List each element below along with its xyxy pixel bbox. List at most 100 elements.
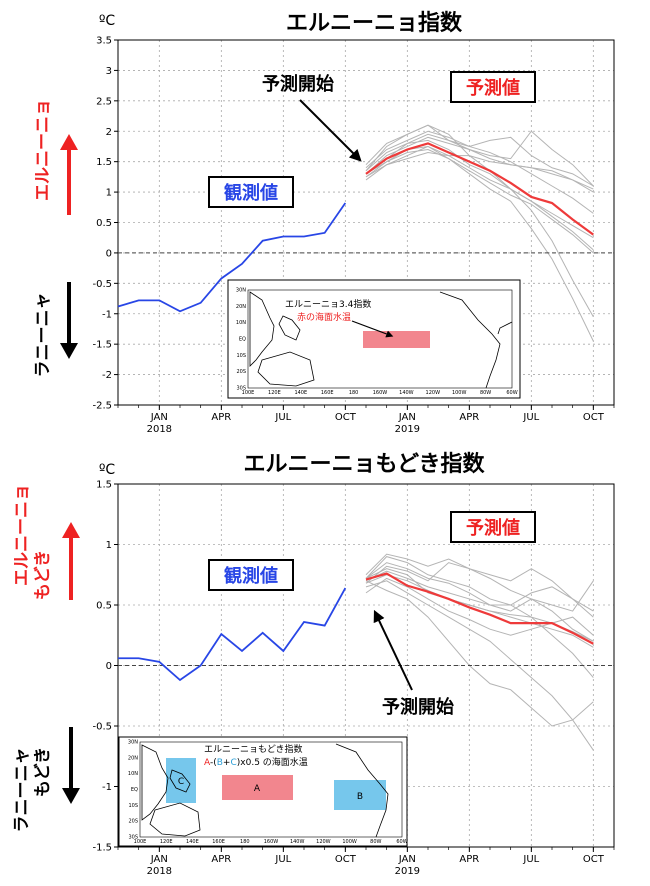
inset-lon-label: 100E — [242, 390, 255, 396]
inset-lon-label: 140E — [294, 390, 307, 396]
inset-lat-label: 30S — [128, 835, 138, 841]
forecast-member-line — [365, 580, 594, 751]
x-tick-label: OCT — [335, 412, 357, 423]
x-tick-label: OCT — [583, 854, 605, 865]
forecast-member-line — [365, 562, 594, 618]
inset-lon-label: 180 — [349, 390, 359, 396]
panel1-inset-line1: エルニーニョ3.4指数 — [285, 298, 371, 310]
inset-lat-label: 20S — [236, 369, 246, 375]
panel2-inset-box-c-label: C — [178, 777, 184, 787]
panel2-inset-formula-c: C — [230, 758, 236, 768]
panel2-inset-box-b — [334, 780, 386, 810]
inset-lat-label: 20S — [128, 819, 138, 825]
up-arrow-head-icon — [62, 522, 80, 538]
panel2-inset-map-frame — [139, 741, 403, 838]
inset-lat-label: EQ — [131, 787, 138, 793]
forecast-mean-line — [365, 142, 594, 236]
panel1-inset-nino34-box — [363, 331, 430, 348]
panel2-side-down-label-1: ラニーニャ — [12, 748, 32, 833]
inset-lon-label: 140W — [399, 390, 414, 396]
forecast-member-line — [365, 556, 594, 678]
panel1-inset-asia-coast — [249, 291, 275, 367]
inset-lon-label: 160W — [264, 839, 279, 845]
panel2-inset-formula-paren: -( — [210, 758, 217, 768]
x-tick-label: JAN — [150, 412, 168, 423]
panel2-inset-formula: A-(B+C)x0.5 の海面水温 — [204, 756, 308, 768]
panel2-forecast-label: 予測値 — [466, 517, 520, 539]
y-tick-label: 0.5 — [96, 601, 112, 612]
y-tick-label: -2.5 — [92, 401, 112, 412]
y-tick-label: -0.5 — [92, 722, 112, 733]
x-tick-label: APR — [211, 412, 231, 423]
inset-lon-label: 120W — [426, 390, 441, 396]
forecast-member-line — [365, 553, 594, 642]
x-tick-label: APR — [459, 854, 479, 865]
y-tick-label: 1.5 — [96, 480, 112, 491]
arrow-icon — [351, 320, 394, 338]
inset-lon-label: 100E — [134, 839, 147, 845]
forecast-member-line — [365, 133, 594, 193]
forecast-member-line — [365, 145, 594, 342]
y-tick-label: 1 — [106, 540, 112, 551]
panel2-inset-box-a-label: A — [254, 784, 261, 794]
panel2-inset-formula-tail: )x0.5 の海面水温 — [237, 756, 308, 768]
x-tick-label: JAN — [398, 854, 416, 865]
inset-lat-label: 30S — [236, 386, 246, 392]
panel2-inset-formula-b: B — [217, 758, 223, 768]
panel1-inset-map-frame — [247, 289, 513, 389]
inset-lon-label: 120W — [316, 839, 331, 845]
y-tick-label: -2 — [102, 370, 112, 381]
panel1-inset-americas-coast — [439, 291, 501, 389]
panel2-y-axis: 1.5 1 0.5 0 -0.5 -1 -1.5 — [92, 480, 118, 854]
inset-lon-label: 140W — [290, 839, 305, 845]
inset-lon-label: 120E — [268, 390, 281, 396]
panel1-side-up-label: エルニーニョ — [33, 99, 53, 201]
inset-lon-label: 100W — [452, 390, 467, 396]
forecast-member-line — [365, 130, 594, 187]
panel2-inset-formula-plus: + — [223, 758, 231, 768]
forecast-member-line — [365, 124, 594, 187]
panel1-series — [117, 142, 594, 313]
inset-lat-label: 20N — [236, 304, 246, 310]
y-tick-label: 1 — [106, 188, 112, 199]
inset-lon-label: 160W — [373, 390, 388, 396]
x-tick-label: JUL — [522, 854, 539, 865]
inset-lon-label: 100W — [342, 839, 357, 845]
forecast-member-line — [365, 580, 594, 727]
panel2-side-up-label-1: エルニーニョ — [12, 484, 32, 586]
inset-lat-label: 10S — [128, 803, 138, 809]
y-tick-label: 3 — [106, 66, 112, 77]
forecast-mean-line — [365, 572, 594, 645]
forecast-member-line — [365, 139, 594, 251]
panel2-observed-label-box — [208, 559, 294, 591]
x-tick-label: APR — [459, 412, 479, 423]
x-tick-label: APR — [211, 854, 231, 865]
y-tick-label: 2.5 — [96, 96, 112, 107]
forecast-member-line — [365, 562, 594, 612]
panel2-inset-box-c — [166, 758, 196, 803]
panel1-side-down: ラニーニャ — [33, 282, 78, 378]
arrow-icon — [373, 609, 413, 691]
panel2-forecast-members — [365, 553, 594, 751]
panel2-inset-australia — [149, 802, 201, 837]
panel2-title: エルニーニョもどき指数 — [244, 451, 486, 477]
panel2-series — [118, 572, 594, 682]
x-tick-label: JAN — [150, 854, 168, 865]
y-tick-label: -1 — [102, 309, 112, 320]
inset-lon-label: 160E — [321, 390, 334, 396]
x-tick-year-label: 2019 — [395, 424, 420, 435]
panel1-forecast-start-label: 予測開始 — [262, 73, 334, 95]
down-arrow-head-icon — [60, 343, 78, 359]
down-arrow-head-icon — [62, 788, 80, 804]
y-tick-label: 0 — [106, 661, 112, 672]
inset-lat-label: 30N — [128, 740, 138, 746]
y-tick-label: 2 — [106, 127, 112, 138]
up-arrow-head-icon — [60, 134, 78, 150]
